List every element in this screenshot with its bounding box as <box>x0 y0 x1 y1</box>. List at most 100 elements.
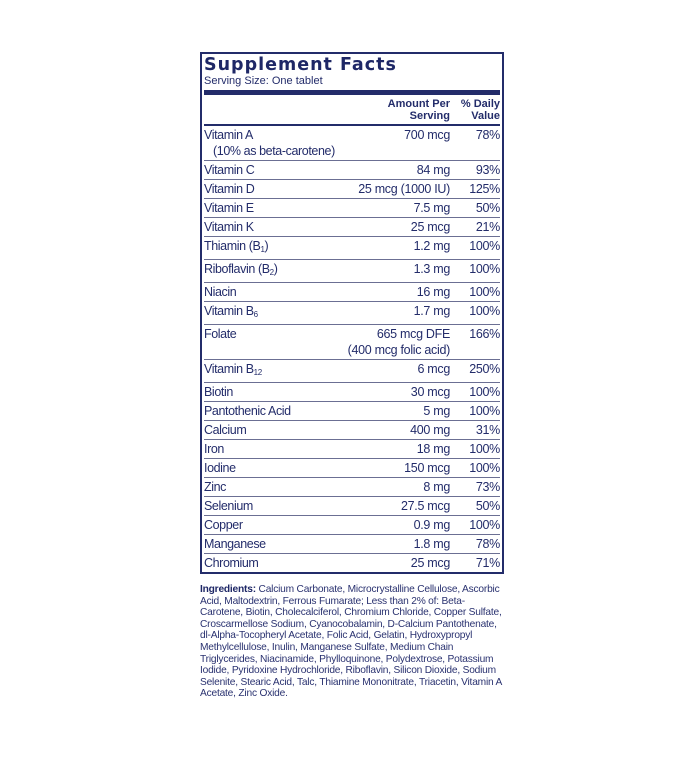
nutrient-name: Vitamin B6 <box>204 303 325 323</box>
daily-value: 100% <box>469 285 500 299</box>
table-row: Biotin 30 mcg 100% <box>204 383 500 402</box>
daily-value: 93% <box>475 163 500 177</box>
table-row: Folate 665 mcg DFE 166% (400 mcg folic acid… <box>204 325 500 360</box>
nutrient-name: Zinc <box>204 479 325 495</box>
nutrient-name: Calcium <box>204 422 325 438</box>
daily-value: 50% <box>475 499 500 513</box>
table-row: Vitamin B12 6 mcg 250% <box>204 360 500 383</box>
amount: 1.3 mg <box>413 262 451 276</box>
daily-value: 166% <box>469 327 500 341</box>
column-header: Amount Per Serving % Daily Value <box>204 95 500 126</box>
table-row: Iron 18 mg 100% <box>204 440 500 459</box>
table-row: Niacin 16 mg 100% <box>204 283 500 302</box>
daily-value: 100% <box>469 518 500 532</box>
nutrient-name-text: Vitamin A <box>204 128 253 142</box>
nutrient-name-text: Vitamin B <box>204 362 254 376</box>
nutrient-name-suffix: ) <box>273 262 278 276</box>
nutrient-subscript: 12 <box>253 368 263 377</box>
table-row: Pantothenic Acid 5 mg 100% <box>204 402 500 421</box>
nutrient-name-text: Pantothenic Acid <box>204 404 291 418</box>
nutrient-name-text: Zinc <box>204 480 227 494</box>
daily-value: 50% <box>475 201 500 215</box>
daily-value: 125% <box>469 182 500 196</box>
dv-header-line2: Value <box>471 110 500 122</box>
daily-value: 100% <box>469 304 500 318</box>
daily-value: 100% <box>469 239 500 253</box>
daily-value: 100% <box>469 461 500 475</box>
table-row: Iodine 150 mcg 100% <box>204 459 500 478</box>
amount: 25 mcg <box>410 220 451 234</box>
table-row: Copper 0.9 mg 100% <box>204 516 500 535</box>
amount: 8 mg <box>423 480 450 494</box>
table-row: Manganese 1.8 mg 78% <box>204 535 500 554</box>
table-row: Vitamin K 25 mcg 21% <box>204 218 500 237</box>
nutrient-name: Niacin <box>204 284 325 300</box>
table-row: Vitamin C 84 mg 93% <box>204 161 500 180</box>
ingredients-label: Ingredients: <box>200 584 256 595</box>
daily-value: 100% <box>469 262 500 276</box>
amount: 30 mcg <box>410 385 451 399</box>
amount-header: Amount Per Serving <box>325 98 450 122</box>
amount: 5 mg <box>423 404 450 418</box>
nutrient-name-text: Niacin <box>204 285 237 299</box>
amount: 25 mcg (1000 IU) <box>358 182 450 196</box>
ingredients: Ingredients: Calcium Carbonate, Microcry… <box>200 584 502 700</box>
amount-header-line2: Serving <box>409 110 450 122</box>
amount: 16 mg <box>416 285 451 299</box>
nutrient-name: Biotin <box>204 384 325 400</box>
daily-value: 78% <box>475 128 500 142</box>
amount: 0.9 mg <box>413 518 451 532</box>
nutrient-subscript: 1 <box>260 245 265 254</box>
amount: 27.5 mcg <box>400 499 450 513</box>
nutrient-name: Vitamin E <box>204 200 325 216</box>
nutrient-name-text: Riboflavin (B <box>204 262 270 276</box>
nutrient-subscript: 2 <box>269 268 274 277</box>
name-header-spacer <box>204 98 325 122</box>
table-row: Selenium 27.5 mcg 50% <box>204 497 500 516</box>
nutrient-name-text: Copper <box>204 518 243 532</box>
amount: 700 mcg <box>404 128 450 142</box>
ingredients-text: Calcium Carbonate, Microcrystalline Cell… <box>200 584 502 700</box>
amount: 25 mcg <box>410 556 451 570</box>
nutrient-name: Iron <box>204 441 325 457</box>
table-row: Vitamin A 700 mcg 78% (10% as beta-carotene… <box>204 126 500 161</box>
nutrient-name-text: Biotin <box>204 385 233 399</box>
nutrient-name: Vitamin K <box>204 219 325 235</box>
nutrient-name-text: Vitamin B <box>204 304 254 318</box>
amount: 665 mcg DFE <box>376 327 450 341</box>
nutrient-subscript: 6 <box>253 310 258 319</box>
amount-secondary: (400 mcg folic acid) <box>347 343 451 357</box>
nutrient-name: Vitamin C <box>204 162 325 178</box>
supplement-facts-panel: Supplement Facts Serving Size: One table… <box>200 52 504 574</box>
nutrient-name: Manganese <box>204 536 325 552</box>
daily-value: 100% <box>469 442 500 456</box>
table-row: Riboflavin (B2) 1.3 mg 100% <box>204 260 500 283</box>
amount-header-line1: Amount Per <box>387 98 450 110</box>
table-row: Vitamin D 25 mcg (1000 IU) 125% <box>204 180 500 199</box>
daily-value: 31% <box>475 423 500 437</box>
table-row: Calcium 400 mg 31% <box>204 421 500 440</box>
nutrient-name-text: Manganese <box>204 537 266 551</box>
nutrient-name-text: Vitamin E <box>204 201 254 215</box>
table-row: Vitamin B6 1.7 mg 100% <box>204 302 500 325</box>
serving-size: Serving Size: One tablet <box>204 75 323 87</box>
amount: 1.8 mg <box>413 537 451 551</box>
daily-value: 78% <box>475 537 500 551</box>
table-row: Zinc 8 mg 73% <box>204 478 500 497</box>
nutrient-name-text: Selenium <box>204 499 253 513</box>
nutrient-name: Vitamin B12 <box>204 361 325 381</box>
nutrient-name: Vitamin D <box>204 181 325 197</box>
daily-value: 71% <box>475 556 500 570</box>
nutrient-note: (10% as beta-carotene) <box>213 144 335 158</box>
nutrient-name-text: Thiamin (B <box>204 239 261 253</box>
table-row: Thiamin (B1) 1.2 mg 100% <box>204 237 500 260</box>
daily-value: 250% <box>469 362 500 376</box>
daily-value: 73% <box>475 480 500 494</box>
panel-title: Supplement Facts <box>204 55 397 75</box>
nutrient-name-text: Vitamin D <box>204 182 255 196</box>
daily-value: 21% <box>475 220 500 234</box>
table-row: Vitamin E 7.5 mg 50% <box>204 199 500 218</box>
daily-value: 100% <box>469 385 500 399</box>
amount: 1.7 mg <box>413 304 451 318</box>
label-wrapper: Supplement Facts Serving Size: One table… <box>200 52 504 760</box>
